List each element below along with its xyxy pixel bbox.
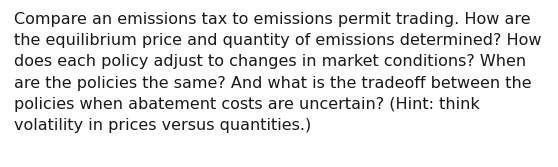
Text: Compare an emissions tax to emissions permit trading. How are
the equilibrium pr: Compare an emissions tax to emissions pe… xyxy=(14,12,541,133)
